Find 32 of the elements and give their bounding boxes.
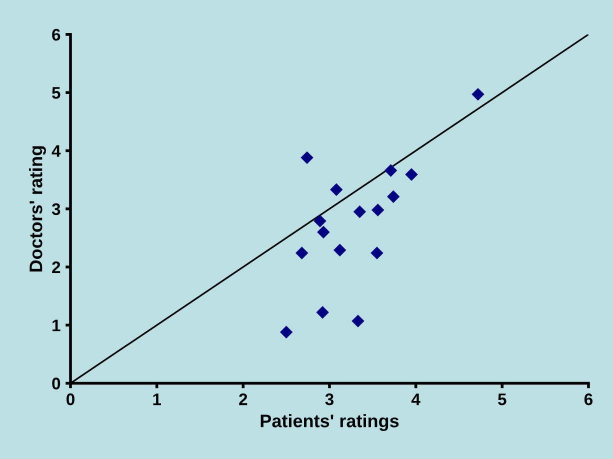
point	[316, 306, 329, 319]
y-tick-label: 3	[52, 203, 60, 216]
point	[371, 204, 384, 216]
point	[317, 226, 330, 238]
y-tick-label: 0	[52, 378, 60, 390]
point	[384, 164, 398, 177]
x-tick-label: 5	[498, 394, 506, 406]
point	[353, 205, 366, 218]
point	[280, 326, 293, 338]
point	[333, 244, 346, 256]
x-tick-label: 1	[153, 394, 161, 406]
point	[352, 314, 364, 328]
y-tick-label: 1	[52, 320, 60, 332]
y-tick-label: 4	[52, 145, 61, 157]
point	[314, 214, 326, 228]
point	[300, 151, 314, 164]
x-axis-title: Patients' ratings	[260, 414, 399, 431]
x-tick-label: 4	[411, 394, 420, 406]
x-tick-label: 3	[325, 393, 334, 406]
point	[295, 246, 308, 260]
x-tick-label: 0	[66, 393, 74, 406]
point	[370, 246, 384, 260]
y-tick-label: 6	[52, 28, 60, 41]
point	[405, 168, 418, 181]
x-tick-label: 6	[584, 393, 593, 406]
y-tick-label: 2	[52, 261, 60, 274]
point	[472, 88, 484, 101]
point	[330, 183, 343, 196]
y-axis-title: Doctors' rating	[29, 146, 46, 272]
point	[387, 190, 400, 203]
y-tick-label: 5	[52, 87, 60, 99]
x-tick-label: 2	[239, 393, 248, 406]
